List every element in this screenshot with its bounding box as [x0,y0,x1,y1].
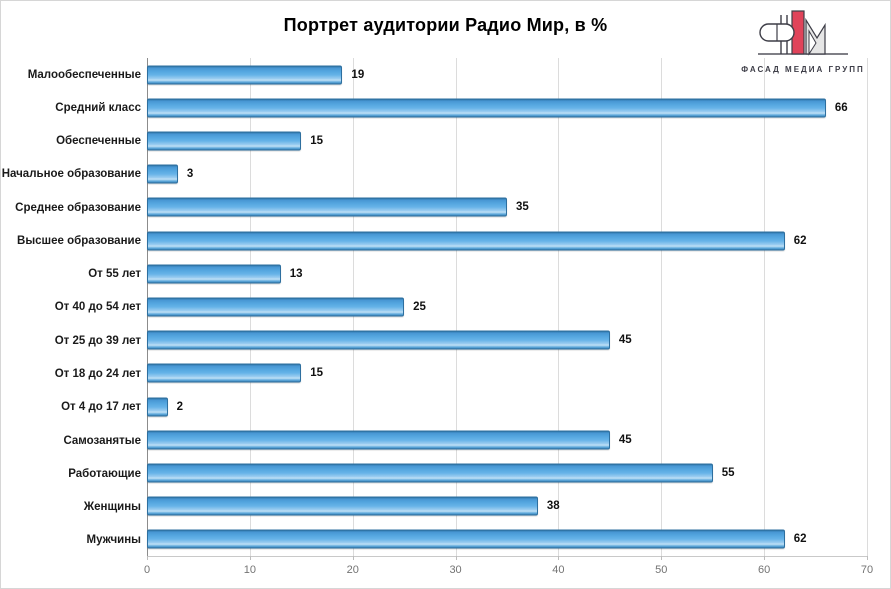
chart-title: Портрет аудитории Радио Мир, в % [283,15,608,35]
tick-mark [147,556,148,560]
x-tick-label: 70 [860,564,874,576]
logo-text: ФАСАД МЕДИА ГРУПП [741,65,865,74]
bar-row: 13 [147,257,867,290]
bar-value-label: 45 [618,334,632,347]
bar-value-label: 55 [721,466,735,479]
bar-row: 62 [147,224,867,257]
bar-value-label: 38 [546,500,560,513]
category-label: Средний класс [55,101,141,114]
bar [147,330,610,350]
plot-area: 19 66 15 3 35 62 13 25 45 15 2 45 55 38 62 [147,58,868,560]
bar [147,131,302,151]
tick-mark [661,556,663,560]
category-label: Женщины [83,501,141,514]
bar-row: 3 [147,158,867,191]
gridline [661,58,663,556]
bar-row: 19 [147,58,867,91]
bar-row: 38 [147,490,867,523]
bar-value-label: 15 [310,134,324,147]
tick-mark [455,556,457,560]
tick-mark [764,556,766,560]
category-label: От 18 до 24 лет [54,368,141,381]
tick-mark [249,556,251,560]
bar [147,397,168,417]
category-label: Обеспеченные [56,135,141,148]
x-axis: 0 10 20 30 40 50 60 70 [143,564,873,582]
bar [147,164,178,184]
bar-value-label: 62 [793,533,807,546]
category-label: Самозанятые [63,434,141,447]
tick-mark [558,556,560,560]
category-label: Мужчины [86,534,142,547]
x-tick-label: 40 [552,564,565,576]
category-label: Малообеспеченные [27,68,141,81]
logo-mark-icon [758,10,848,56]
x-tick-label: 50 [655,564,668,576]
gridline [764,58,766,556]
bar [147,430,610,450]
bar-row: 66 [147,91,867,124]
bar-value-label: 62 [793,234,807,247]
bar-row: 2 [147,390,867,423]
bar-value-label: 19 [351,68,365,81]
x-tick-label: 20 [346,564,359,576]
x-tick-label: 0 [143,564,151,576]
bar [147,529,785,549]
bar [147,463,713,483]
bar [147,297,405,317]
bar [147,264,281,284]
category-label: От 40 до 54 лет [54,301,141,314]
category-axis: Малообеспеченные Средний класс Обеспеченны… [1,58,141,557]
bar [147,231,785,251]
bar [147,197,507,217]
bar-row: 45 [147,423,867,456]
company-logo: ФАСАД МЕДИА ГРУПП [740,7,866,74]
bar [147,363,302,383]
bar-value-label: 25 [413,300,426,313]
bar [147,98,826,118]
bar-value-label: 35 [516,201,529,214]
gridline [867,58,868,556]
gridline [455,58,457,556]
bar [147,65,343,85]
gridline [558,58,560,556]
tick-mark [352,556,354,560]
bar-value-label: 2 [176,400,183,413]
bar-value-label: 15 [310,367,324,380]
tick-mark [867,556,868,560]
bar-value-label: 3 [186,168,194,181]
bar-value-label: 66 [834,101,848,114]
bar-value-label: 45 [618,433,632,446]
category-label: Высшее образование [17,234,141,247]
bar-row: 55 [147,456,867,489]
x-tick-label: 60 [758,564,771,576]
bar-row: 35 [147,191,867,224]
category-label: Начальное образование [1,168,141,181]
bar-value-label: 13 [289,267,303,280]
category-label: Среднее образование [15,201,141,214]
category-label: От 25 до 39 лет [54,334,141,347]
category-label: От 55 лет [88,268,141,281]
x-tick-label: 10 [243,564,256,576]
bar-row: 45 [147,324,867,357]
bar-row: 15 [147,124,867,157]
bar-row: 62 [147,523,867,556]
x-tick-label: 30 [449,564,462,576]
category-label: От 4 до 17 лет [61,401,141,414]
bar [147,496,538,516]
bar-row: 25 [147,290,867,323]
category-label: Работающие [68,467,141,480]
bar-row: 15 [147,357,867,390]
